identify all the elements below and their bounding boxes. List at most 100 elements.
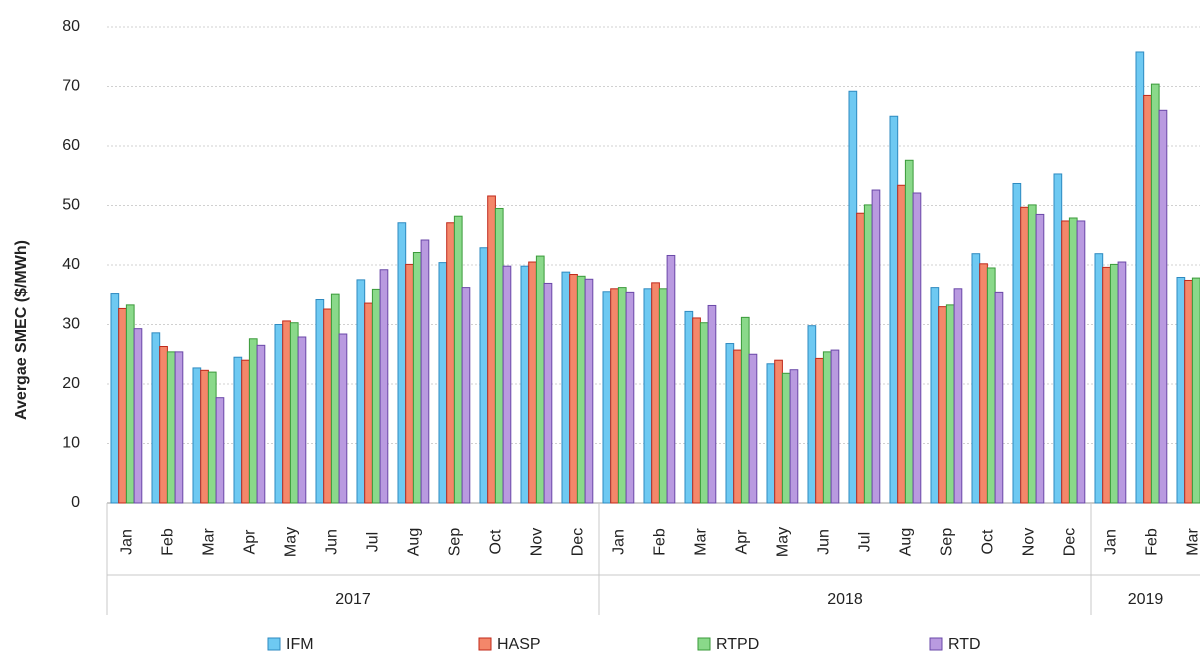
bar [617,287,627,504]
bar [897,184,906,504]
bar [822,351,832,504]
bar [625,291,635,504]
bar [889,115,899,504]
bar [610,288,619,504]
y-tick-label: 60 [62,137,80,154]
y-tick-label: 0 [71,494,80,511]
bar [725,343,735,504]
bar [110,293,120,504]
bar [323,308,332,504]
bar [446,222,455,504]
x-tick-label: Aug [898,528,915,556]
x-tick-label: Mar [693,528,710,556]
bar [733,349,742,504]
bar [502,265,512,504]
y-tick-label: 80 [62,18,80,35]
y-axis-label: Avergae SMEC ($/MWh) [13,240,30,420]
bar [815,357,824,504]
x-tick-label: Mar [1185,528,1200,556]
bar [371,288,381,504]
x-tick-label: Jan [119,529,136,555]
bar [766,363,776,504]
bar [528,261,537,504]
bar [830,349,840,504]
bar [125,304,135,504]
bar [945,304,955,504]
bar [658,288,668,504]
bar [297,336,307,504]
x-tick-label: Sep [447,528,464,557]
x-tick-label: Jul [857,532,874,552]
bar [774,359,783,504]
bar [643,288,653,504]
bar [215,397,225,504]
bar [856,212,865,504]
bar [166,351,176,504]
bar [397,222,407,504]
bar [602,291,612,504]
bar [692,317,701,504]
bar [461,287,471,504]
bar [1109,263,1119,504]
bar [200,369,209,504]
bar [494,207,504,504]
bar [1117,261,1127,504]
bar [1061,220,1070,504]
y-tick-label: 30 [62,316,80,333]
y-tick-label: 70 [62,78,80,95]
bar [1102,266,1111,504]
bar [904,159,914,504]
bar [479,247,489,504]
bar [118,307,127,504]
bar [1150,83,1160,504]
bar [789,369,799,504]
x-tick-label: Mar [201,528,218,556]
bar [1158,109,1168,504]
x-tick-label: Feb [1144,528,1161,556]
bar [420,239,430,504]
bar [453,215,463,504]
bar [953,288,963,504]
bar [561,271,571,504]
bar [151,332,161,504]
x-tick-label: Sep [939,528,956,557]
bar [412,252,422,504]
bar [1176,276,1186,504]
bar [1191,277,1200,504]
y-tick-label: 20 [62,375,80,392]
x-tick-label: Feb [652,528,669,556]
bar [543,282,553,504]
group-label: 2017 [335,591,371,608]
x-tick-label: May [775,527,792,557]
bar [379,269,389,504]
bar [930,287,940,504]
x-tick-label: May [283,527,300,557]
bar [282,320,291,504]
bar [1027,204,1037,504]
bar [289,322,299,504]
bar [699,322,709,504]
group-label: 2019 [1128,591,1164,608]
bar [192,367,202,504]
bar [994,291,1004,504]
bar [174,351,184,504]
x-tick-label: Jan [611,529,628,555]
x-tick-label: Aug [406,528,423,556]
bar [207,371,217,504]
bar [1094,253,1104,504]
bar [781,372,791,504]
bar [364,302,373,504]
bar [487,195,496,504]
x-tick-label: Oct [488,529,505,554]
x-tick-label: Nov [1021,528,1038,556]
bar [1012,182,1022,504]
y-tick-label: 40 [62,256,80,273]
bar [584,278,594,504]
bar [912,192,922,504]
legend-label: IFM [286,636,314,653]
bar [248,338,258,504]
bar [330,293,340,504]
x-tick-label: Jun [324,529,341,555]
